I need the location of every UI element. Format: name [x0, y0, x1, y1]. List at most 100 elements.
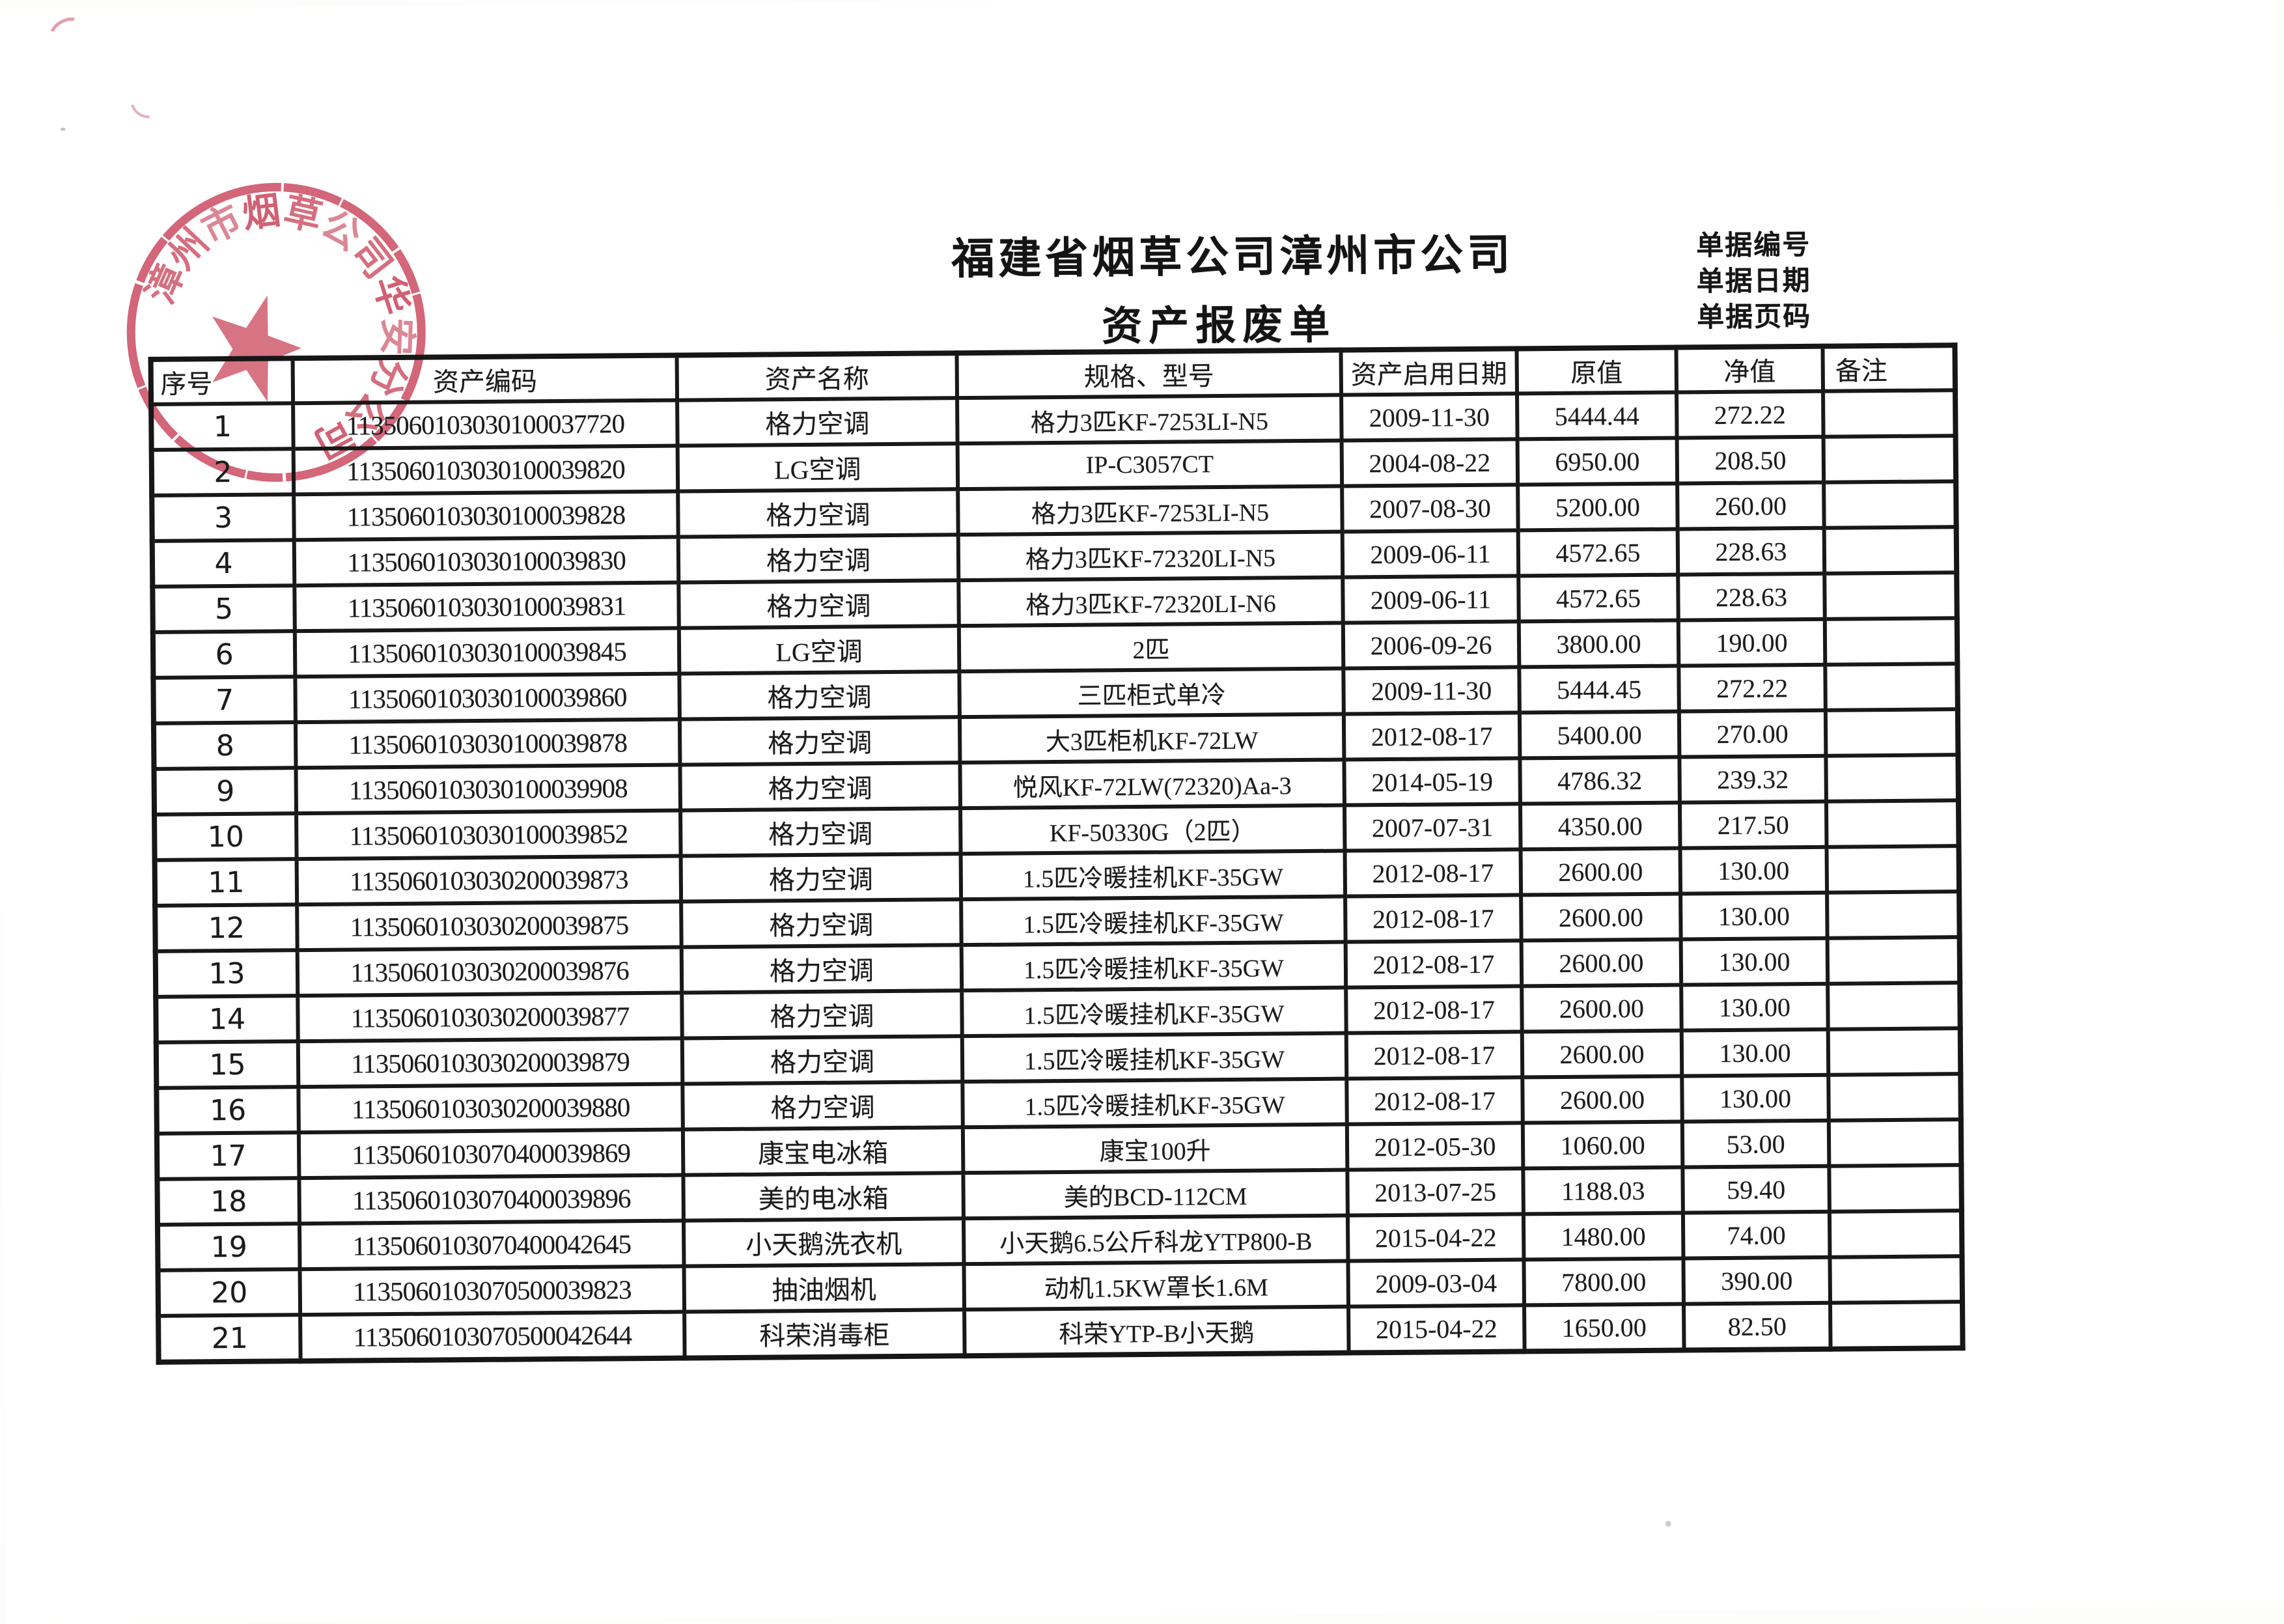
cell: 11: [154, 859, 298, 906]
svg-text:烟: 烟: [240, 188, 283, 237]
cell: 格力空调: [678, 535, 959, 583]
cell: [1826, 755, 1958, 802]
cell: 1135060103070400042645: [299, 1220, 684, 1270]
cell: 2012-05-30: [1346, 1123, 1524, 1170]
cell: KF-50330G（2匹）: [960, 805, 1345, 854]
cell: 2600.00: [1521, 893, 1681, 941]
cell: 抽油烟机: [684, 1264, 965, 1312]
cell: [1826, 846, 1960, 893]
cell: 4: [152, 540, 295, 587]
cell: LG空调: [678, 626, 960, 674]
cell: 5400.00: [1519, 711, 1680, 759]
cell: 格力3匹KF-72320LI-N5: [958, 531, 1343, 581]
cell: [1824, 527, 1957, 574]
cell: 康宝电冰箱: [682, 1127, 964, 1175]
cell: 格力3匹KF-7253LI-N5: [958, 486, 1343, 535]
cell: 1135060103030100039878: [295, 719, 680, 768]
cell: 2015-04-22: [1348, 1305, 1525, 1353]
cell: 2015-04-22: [1347, 1214, 1524, 1261]
cell: [1829, 1165, 1962, 1212]
cell: 1135060103070500039823: [299, 1266, 685, 1315]
cell: 2012-08-17: [1345, 895, 1522, 942]
cell: [1828, 983, 1960, 1029]
table-body: 1 1135060103030100037720 格力空调 格力3匹KF-7253LI…: [151, 390, 1963, 1362]
cell: 8: [153, 722, 296, 769]
cell: 格力空调: [679, 717, 960, 765]
cell: 130.00: [1681, 983, 1828, 1031]
cell: 10: [154, 813, 297, 860]
cell: 14: [156, 996, 298, 1043]
column-header: 规格、型号: [956, 350, 1342, 399]
cell: 5200.00: [1518, 483, 1678, 531]
cell: 1135060103070500042644: [300, 1311, 685, 1362]
cell: 15: [156, 1041, 299, 1088]
cell: 2006-09-26: [1343, 621, 1520, 669]
cell: 2012-08-17: [1345, 940, 1522, 988]
cell: [1824, 481, 1957, 528]
cell: 7: [153, 677, 296, 723]
cell: 美的BCD-112CM: [963, 1169, 1348, 1219]
cell: 1.5匹冷暖挂机KF-35GW: [962, 1033, 1347, 1082]
cell: 2012-08-17: [1346, 1077, 1523, 1125]
cell: 2009-11-30: [1341, 393, 1518, 441]
cell: 科荣YTP-B小天鹅: [964, 1306, 1349, 1356]
cell: 2600.00: [1521, 939, 1682, 987]
cell: 390.00: [1683, 1257, 1831, 1304]
cell: 19: [157, 1224, 300, 1270]
cell: 1.5匹冷暖挂机KF-35GW: [960, 850, 1346, 900]
cell: 1135060103030100039845: [294, 628, 680, 677]
cell: 格力3匹KF-7253LI-N5: [957, 395, 1342, 444]
cell: 82.50: [1684, 1302, 1831, 1351]
cell: [1828, 1119, 1962, 1166]
cell: 格力空调: [682, 1082, 963, 1130]
cell: 格力空调: [677, 398, 958, 446]
cell: 4572.65: [1518, 574, 1678, 622]
column-header: 备注: [1822, 345, 1956, 391]
cell: 217.50: [1679, 801, 1827, 848]
cell: 260.00: [1677, 482, 1824, 529]
cell: [1827, 891, 1960, 938]
cell: 130.00: [1682, 1074, 1829, 1122]
cell: [1827, 937, 1960, 984]
cell: 1060.00: [1522, 1121, 1683, 1169]
column-header: 原值: [1516, 347, 1677, 394]
cell: 1135060103030200039879: [298, 1038, 683, 1087]
cell: 1135060103030100039830: [294, 537, 679, 586]
cell: 272.22: [1678, 664, 1826, 712]
cell: 1188.03: [1523, 1167, 1683, 1214]
cell: 53.00: [1682, 1120, 1830, 1168]
cell: 2009-03-04: [1348, 1259, 1525, 1307]
cell: 小天鹅6.5公斤科龙YTP800-B: [963, 1215, 1348, 1265]
cell: 5: [152, 585, 295, 632]
cell: 2600.00: [1520, 848, 1681, 895]
cell: [1829, 1211, 1962, 1257]
cell: 1135060103030100039828: [294, 491, 678, 540]
cell: 格力空调: [680, 854, 962, 902]
cell: 5444.45: [1519, 665, 1679, 713]
cell: 2007-08-30: [1342, 484, 1518, 532]
cell: 16: [156, 1087, 299, 1134]
cell: 动机1.5KW罩长1.6M: [964, 1261, 1349, 1310]
assets-table-wrap: 序号 资产编码 资产名称 规格、型号 资产启用日期 原值 净值 备注 1 11350601030…: [148, 343, 1966, 1365]
svg-text:安: 安: [374, 317, 420, 356]
cell: 2600.00: [1522, 1076, 1682, 1123]
cell: 3800.00: [1518, 620, 1679, 667]
cell: 1135060103030100039831: [294, 582, 679, 632]
cell: 1.5匹冷暖挂机KF-35GW: [962, 987, 1346, 1037]
doc-label-number: 单据编号: [1696, 228, 1811, 262]
cell: 格力空调: [682, 1036, 963, 1084]
cell: [1825, 709, 1958, 756]
cell: 美的电冰箱: [683, 1173, 964, 1221]
cell: 4786.32: [1520, 757, 1680, 804]
assets-table: 序号 资产编码 资产名称 规格、型号 资产启用日期 原值 净值 备注 1 11350601030…: [148, 343, 1966, 1365]
cell: 130.00: [1681, 1029, 1829, 1076]
cell: [1828, 1028, 1961, 1075]
cell: 6950.00: [1517, 438, 1678, 485]
column-header: 资产编码: [292, 355, 678, 404]
cell: [1824, 618, 1958, 665]
cell: 1135060103030100039820: [293, 445, 678, 495]
cell: 18: [157, 1178, 299, 1225]
cell: 7800.00: [1524, 1258, 1684, 1306]
